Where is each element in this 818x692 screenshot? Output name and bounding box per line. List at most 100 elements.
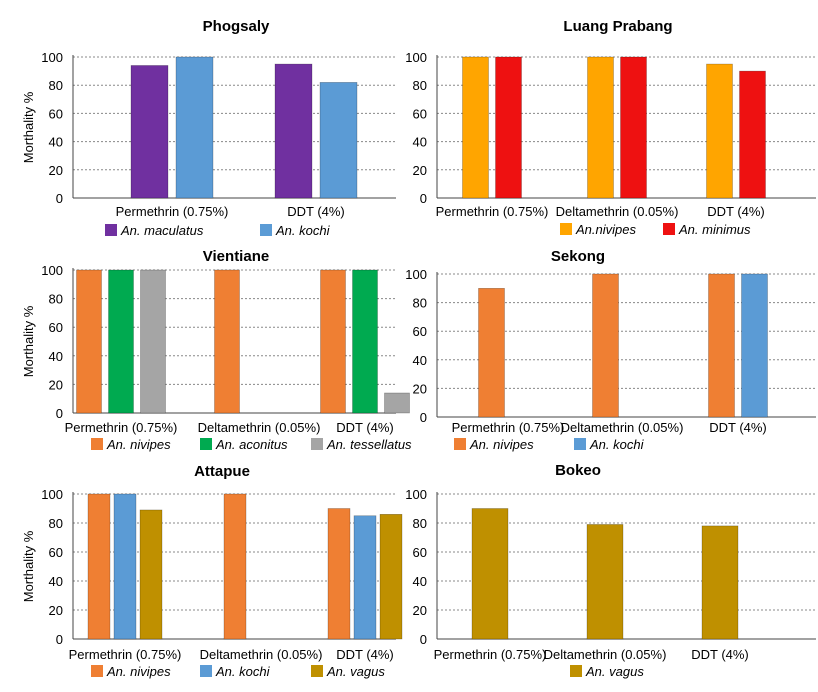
y-tick-label: 40 [413, 135, 427, 150]
y-tick-label: 0 [420, 632, 427, 647]
x-tick-label: Deltamethrin (0.05%) [198, 420, 321, 435]
bar [462, 56, 489, 199]
x-tick-label: Permethrin (0.75%) [69, 647, 182, 662]
legend-swatch [311, 665, 323, 677]
legend-entry: An. vagus [585, 664, 644, 679]
bar [708, 273, 735, 418]
bar [587, 56, 614, 199]
y-tick-label: 80 [413, 78, 427, 93]
y-tick-label: 20 [49, 377, 63, 392]
bar [139, 509, 163, 640]
x-tick-label: Deltamethrin (0.05%) [200, 647, 323, 662]
x-tick-label: DDT (4%) [707, 204, 765, 219]
y-tick-label: 100 [41, 50, 63, 65]
chart-panel-5: Attapue Morthality % 0 20 40 60 80 100 Permethri… [21, 463, 403, 679]
legend-entry: An. nivipes [106, 664, 171, 679]
bar [214, 269, 240, 414]
bar [327, 508, 351, 640]
y-tick-label: 40 [49, 349, 63, 364]
y-tick-label: 60 [413, 106, 427, 121]
panel-title: Bokeo [555, 462, 601, 479]
panel-title: Sekong [551, 248, 605, 265]
y-tick-label: 100 [41, 263, 63, 278]
x-tick-label: Permethrin (0.75%) [436, 204, 549, 219]
y-tick-label: 0 [56, 632, 63, 647]
bar [379, 513, 403, 640]
legend-swatch [91, 665, 103, 677]
legend-swatch [454, 438, 466, 450]
bar [384, 392, 410, 414]
y-tick-label: 60 [49, 320, 63, 335]
bar [739, 70, 766, 199]
legend-swatch [260, 224, 272, 236]
y-tick-label: 20 [413, 381, 427, 396]
x-tick-label: DDT (4%) [336, 647, 394, 662]
y-tick-label: 40 [413, 353, 427, 368]
legend-entry: An. maculatus [120, 223, 204, 238]
bar [495, 56, 522, 199]
y-tick-label: 0 [420, 410, 427, 425]
bar [320, 269, 346, 414]
legend-swatch [91, 438, 103, 450]
legend-entry: An. nivipes [106, 437, 171, 452]
legend-entry: An. kochi [589, 437, 645, 452]
y-tick-label: 0 [56, 406, 63, 421]
x-tick-label: Deltamethrin (0.05%) [544, 647, 667, 662]
y-tick-label: 20 [413, 163, 427, 178]
y-tick-label: 60 [49, 106, 63, 121]
y-tick-label: 60 [49, 545, 63, 560]
legend-swatch [574, 438, 586, 450]
bar [87, 493, 111, 640]
y-tick-label: 80 [413, 516, 427, 531]
panel-title: Luang Prabang [563, 18, 672, 35]
chart-panel-4: Sekong 0 20 40 60 80 100 Permethrin (0.75%)Delt… [405, 248, 816, 452]
y-tick-label: 80 [49, 292, 63, 307]
x-tick-label: Permethrin (0.75%) [65, 420, 178, 435]
y-tick-label: 100 [405, 487, 427, 502]
panel-title: Vientiane [203, 248, 269, 265]
x-tick-label: Permethrin (0.75%) [116, 204, 229, 219]
y-tick-label: 100 [405, 267, 427, 282]
x-tick-label: DDT (4%) [336, 420, 394, 435]
legend-swatch [560, 223, 572, 235]
bar [140, 269, 166, 414]
y-tick-label: 0 [56, 191, 63, 206]
chart-panel-2: Luang Prabang 0 20 40 60 80 100 Permethrin (0.7… [405, 18, 816, 237]
panel-title: Attapue [194, 463, 250, 480]
y-tick-label: 80 [49, 78, 63, 93]
bar [319, 82, 358, 199]
y-tick-label: 60 [413, 545, 427, 560]
legend-entry: An. tessellatus [326, 437, 412, 452]
chart-panel-6: Bokeo 0 20 40 60 80 100 Permethrin (0.75%)Delta… [405, 462, 816, 679]
legend-entry: An. kochi [275, 223, 331, 238]
chart-panel-3: Vientiane Morthality % 0 20 40 60 80 100 Permeth… [21, 248, 412, 452]
y-tick-label: 100 [41, 487, 63, 502]
bar [706, 63, 733, 199]
bar [352, 269, 378, 414]
bar [353, 515, 377, 640]
x-tick-label: DDT (4%) [709, 420, 767, 435]
x-tick-label: Deltamethrin (0.05%) [561, 420, 684, 435]
x-tick-label: DDT (4%) [287, 204, 345, 219]
y-tick-label: 20 [413, 603, 427, 618]
bar [108, 269, 134, 414]
legend-swatch [200, 665, 212, 677]
panel-title: Phogsaly [203, 18, 270, 35]
x-tick-label: Permethrin (0.75%) [452, 420, 565, 435]
y-tick-label: 80 [49, 516, 63, 531]
y-axis-label: Morthality % [21, 305, 36, 377]
legend-entry: An. aconitus [215, 437, 288, 452]
y-tick-label: 80 [413, 296, 427, 311]
y-tick-label: 20 [49, 603, 63, 618]
y-tick-label: 20 [49, 163, 63, 178]
bar [620, 56, 647, 199]
x-tick-label: DDT (4%) [691, 647, 749, 662]
legend-swatch [200, 438, 212, 450]
bar [701, 525, 739, 640]
legend-swatch [663, 223, 675, 235]
legend-entry: An.nivipes [575, 222, 636, 237]
bar [586, 524, 624, 640]
bar [113, 493, 137, 640]
y-tick-label: 100 [405, 50, 427, 65]
bar [592, 273, 619, 418]
